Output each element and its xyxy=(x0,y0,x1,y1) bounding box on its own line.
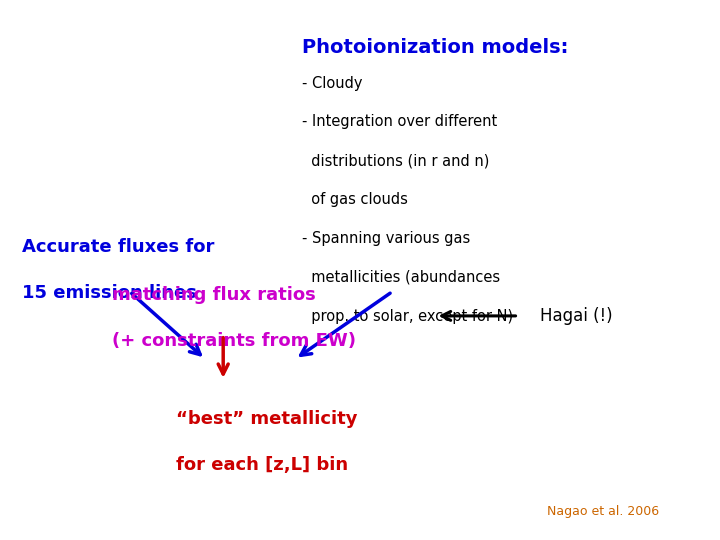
Text: 15 emission lines: 15 emission lines xyxy=(22,284,197,301)
Text: Nagao et al. 2006: Nagao et al. 2006 xyxy=(547,505,660,518)
Text: - Spanning various gas: - Spanning various gas xyxy=(302,231,471,246)
Text: metallicities (abundances: metallicities (abundances xyxy=(302,270,500,285)
Text: prop. to solar, except for N): prop. to solar, except for N) xyxy=(302,309,513,324)
Text: matching flux ratios: matching flux ratios xyxy=(112,286,315,304)
Text: Hagai (!): Hagai (!) xyxy=(540,307,613,325)
Text: - Cloudy: - Cloudy xyxy=(302,76,363,91)
Text: - Integration over different: - Integration over different xyxy=(302,114,498,130)
Text: Accurate fluxes for: Accurate fluxes for xyxy=(22,238,214,255)
Text: distributions (in r and n): distributions (in r and n) xyxy=(302,153,490,168)
Text: of gas clouds: of gas clouds xyxy=(302,192,408,207)
Text: (+ constraints from EW): (+ constraints from EW) xyxy=(112,332,356,350)
Text: “best” metallicity: “best” metallicity xyxy=(176,410,358,428)
Text: for each [z,L] bin: for each [z,L] bin xyxy=(176,456,348,474)
Text: Photoionization models:: Photoionization models: xyxy=(302,38,569,57)
